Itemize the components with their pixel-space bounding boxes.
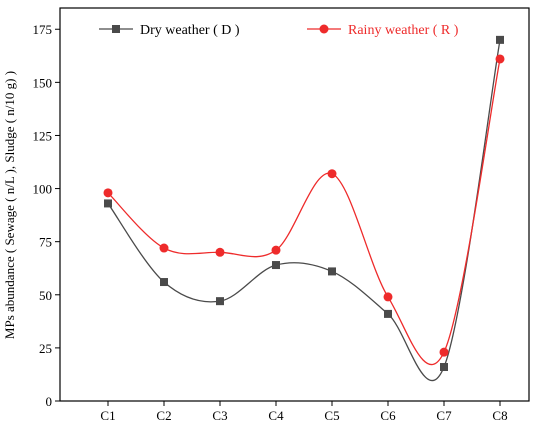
y-tick-label: 50	[39, 288, 52, 303]
y-tick-label: 100	[33, 182, 53, 197]
x-tick-label: C8	[492, 408, 507, 423]
data-point-dry	[496, 35, 504, 44]
data-point-dry	[160, 278, 168, 287]
data-point-dry	[104, 199, 112, 208]
data-point-dry	[440, 363, 448, 372]
x-tick-label: C4	[268, 408, 284, 423]
y-tick-label: 75	[39, 235, 52, 250]
y-tick-label: 0	[46, 394, 53, 409]
x-tick-label: C7	[436, 408, 452, 423]
data-point-rainy	[383, 292, 393, 302]
x-tick-label: C1	[100, 408, 115, 423]
x-tick-label: C3	[212, 408, 227, 423]
legend-marker-rainy	[319, 24, 329, 34]
y-tick-label: 175	[33, 22, 53, 37]
y-tick-label: 150	[33, 75, 53, 90]
data-point-rainy	[327, 169, 337, 179]
series-layer	[103, 35, 505, 382]
x-tick-label: C5	[324, 408, 339, 423]
axis-ticks: 0 25 50 75 100 125 150 175 C1 C2 C3 C4 C5 C6 C7 C8	[33, 22, 508, 423]
data-point-rainy	[159, 243, 169, 253]
y-tick-label: 25	[39, 341, 52, 356]
legend-label-rainy: Rainy weather ( R )	[348, 23, 459, 38]
y-axis-label: MPs abundance ( Sewage ( n/L ), Sludge (…	[2, 71, 17, 339]
data-point-dry	[216, 297, 224, 306]
plot-frame	[59, 7, 530, 402]
legend-label-dry: Dry weather ( D )	[140, 23, 240, 38]
y-tick-label: 125	[33, 128, 53, 143]
data-point-rainy	[495, 54, 505, 64]
data-point-rainy	[439, 347, 449, 357]
x-tick-label: C2	[156, 408, 171, 423]
legend: Dry weather ( D ) Rainy weather ( R )	[99, 23, 459, 38]
series-line-rainy	[107, 58, 501, 366]
data-point-rainy	[103, 188, 113, 198]
data-point-dry	[328, 267, 336, 276]
data-point-rainy	[215, 247, 225, 257]
x-tick-label: C6	[380, 408, 396, 423]
series-line-dry	[107, 39, 501, 382]
data-point-dry	[384, 309, 392, 318]
data-point-rainy	[271, 245, 281, 255]
legend-marker-dry	[112, 25, 120, 33]
data-point-dry	[272, 261, 280, 270]
